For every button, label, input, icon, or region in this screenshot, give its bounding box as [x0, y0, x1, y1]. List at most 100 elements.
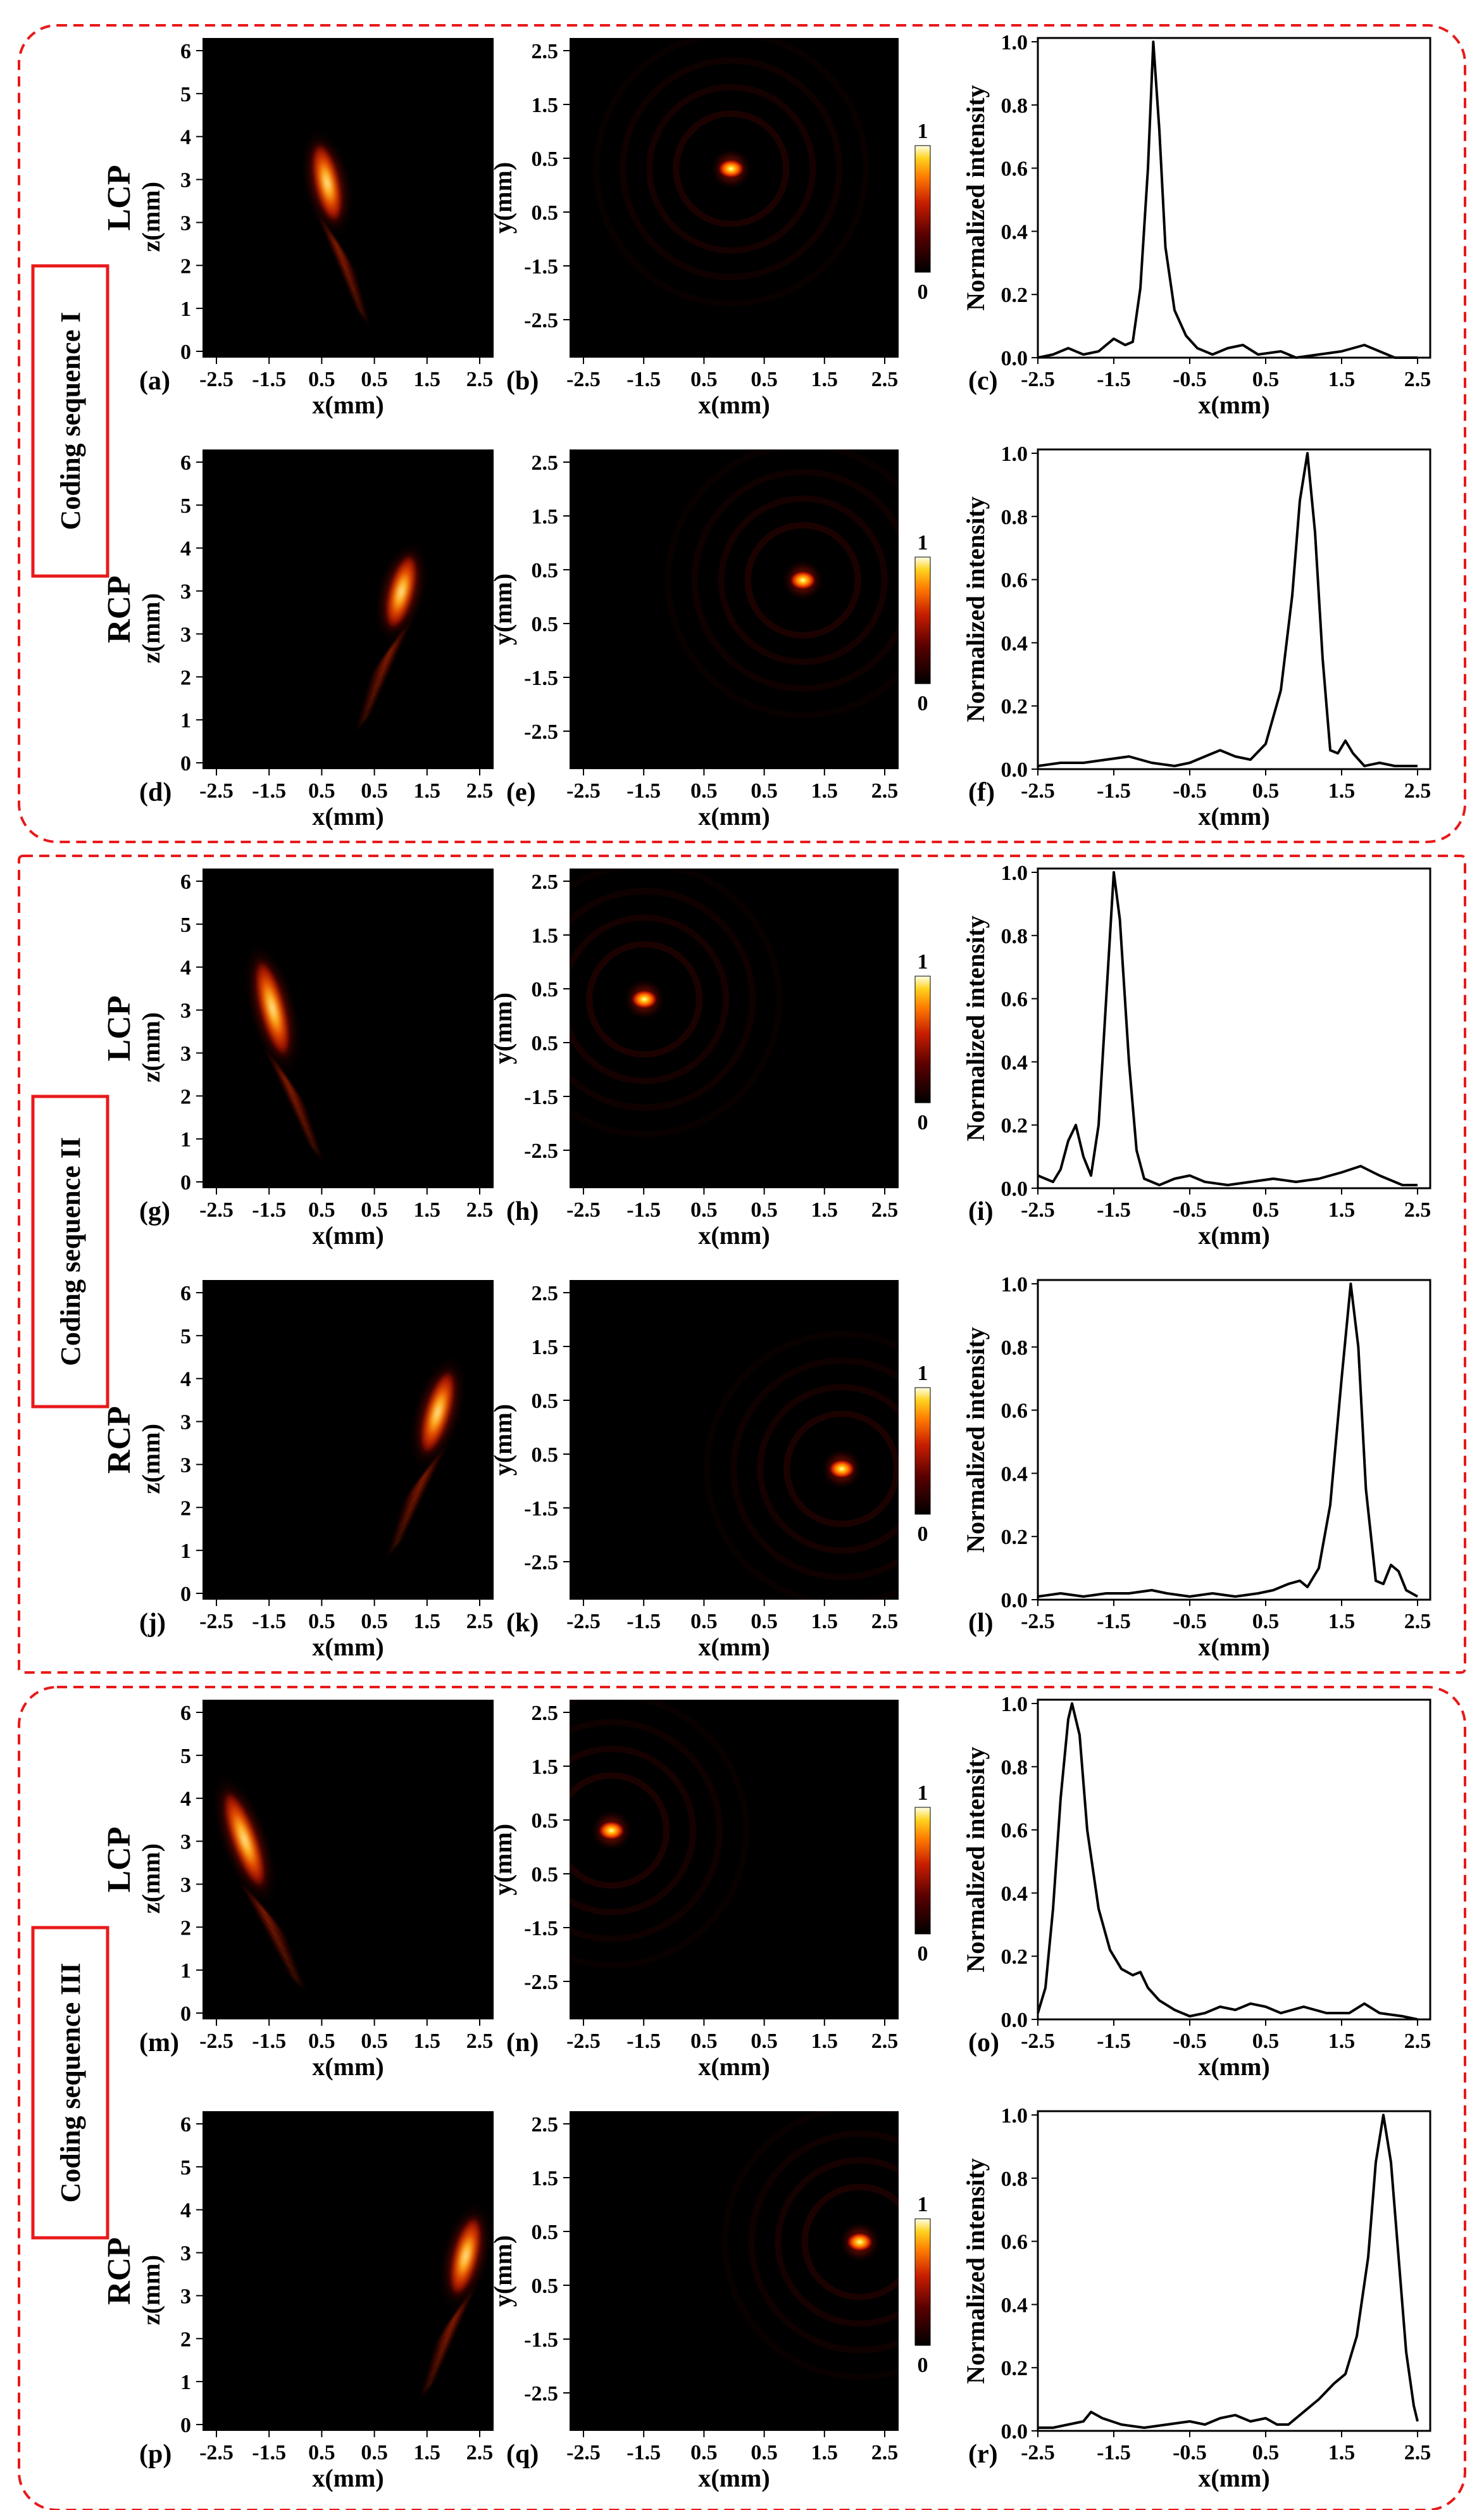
z-axis-label: z(mm) — [137, 2255, 165, 2325]
profile-line — [1037, 1283, 1418, 1598]
x-tick-label: 2.5 — [466, 2441, 494, 2464]
coding-sequence-label: Coding sequence II — [55, 1137, 86, 1366]
group-frame — [18, 24, 1466, 843]
z-tick-label: 4 — [180, 537, 191, 561]
z-tick-label: 0 — [180, 2414, 191, 2437]
z-tick-label: 6 — [180, 1702, 191, 1725]
y-tick-label: -2.5 — [524, 309, 558, 332]
x-tick-label: 0.5 — [308, 368, 335, 391]
y-tick-label: 2.5 — [532, 451, 559, 475]
x-tick-label: 2.5 — [871, 368, 899, 391]
x-tick-label: 0.5 — [361, 2030, 388, 2053]
z-tick-label: 5 — [180, 2156, 191, 2180]
colorbar — [914, 1807, 931, 1935]
panel-label: (e) — [506, 778, 536, 807]
panel-label: (k) — [506, 1609, 539, 1638]
x-tick-label: -1.5 — [627, 2441, 661, 2464]
z-tick-label: 3 — [180, 1873, 191, 1897]
xy-diffraction-ring — [570, 1745, 697, 1916]
z-tick-label: 3 — [180, 2242, 191, 2266]
xy-diffraction-ring — [570, 1719, 723, 1942]
x-tick-label: -1.5 — [627, 368, 661, 391]
y-tick-label: 1.5 — [532, 1755, 559, 1779]
x-tick-label: 0.5 — [690, 1610, 718, 1633]
profile-x-tick-label: -2.5 — [1021, 368, 1055, 391]
panel-label: (f) — [968, 778, 995, 807]
x-tick-label: -1.5 — [627, 1610, 661, 1633]
colorbar — [914, 145, 931, 273]
profile-y-tick-label: 1.0 — [1001, 1693, 1028, 1716]
panel-label: (j) — [139, 1609, 166, 1638]
z-tick-label: 3 — [180, 580, 191, 604]
xy-heatmap-frame — [570, 2111, 899, 2431]
profile-line — [1037, 1702, 1418, 2021]
coding-sequence-label: Coding sequence I — [55, 312, 86, 530]
xy-diffraction-ring — [570, 914, 730, 1084]
profile-x-tick-label: -2.5 — [1021, 2030, 1055, 2053]
x-tick-label: -2.5 — [199, 2441, 234, 2464]
profile-y-tick-label: 1.0 — [1001, 31, 1028, 54]
x-tick-label: 0.5 — [361, 2441, 388, 2464]
xy-diffraction-ring — [586, 941, 703, 1058]
x-tick-label: 0.5 — [690, 779, 718, 803]
z-tick-label: 5 — [180, 83, 191, 106]
z-tick-label: 3 — [180, 2285, 191, 2308]
xz-beam-group — [210, 1771, 309, 1994]
xy-diffraction-ring — [570, 888, 756, 1111]
y-tick-label: 0.5 — [532, 1443, 559, 1467]
z-tick-label: 2 — [180, 1497, 191, 1520]
x-tick-label: -1.5 — [252, 779, 286, 803]
x-tick-label: 2.5 — [871, 2441, 899, 2464]
x-tick-label: 1.5 — [811, 779, 839, 803]
profile-x-tick-label: 1.5 — [1328, 368, 1356, 391]
xy-diffraction-ring — [691, 468, 899, 692]
profile-x-tick-label: 0.5 — [1252, 1610, 1280, 1633]
y-tick-label: -1.5 — [524, 667, 558, 690]
x-tick-label: 0.5 — [751, 2441, 778, 2464]
xy-diffraction-ring — [730, 1357, 899, 1581]
profile-frame — [1037, 1698, 1431, 2021]
xz-fringe — [417, 2365, 443, 2402]
profile-x-tick-label: 2.5 — [1404, 2030, 1431, 2053]
profile-y-tick-label: 0.0 — [1001, 1589, 1028, 1612]
z-tick-label: 2 — [180, 1085, 191, 1108]
z-tick-label: 5 — [180, 1745, 191, 1768]
x-tick-label: 2.5 — [466, 1198, 494, 1222]
intensity-axis-label: Normalized intensity — [961, 1327, 990, 1553]
profile-x-tick-label: 1.5 — [1328, 1610, 1356, 1633]
z-tick-label: 3 — [180, 623, 191, 646]
y-tick-label: 0.5 — [532, 613, 559, 636]
y-tick-label: 0.5 — [532, 2221, 559, 2244]
z-tick-label: 5 — [180, 1325, 191, 1348]
xz-heatmap-frame — [203, 869, 494, 1188]
y-tick-label: 0.5 — [532, 147, 559, 171]
x-tick-label: 0.5 — [690, 2441, 718, 2464]
x-axis-label: x(mm) — [698, 391, 770, 419]
xz-beam-core — [310, 139, 344, 227]
x-tick-label: 1.5 — [414, 2030, 441, 2053]
profile-y-tick-label: 0.0 — [1001, 2009, 1028, 2032]
z-tick-label: 4 — [180, 1368, 191, 1391]
z-tick-label: 2 — [180, 254, 191, 278]
y-tick-label: -1.5 — [524, 1086, 558, 1109]
group-frame — [18, 1686, 1466, 2510]
z-tick-label: 1 — [180, 2371, 191, 2394]
xy-heatmap-frame — [570, 38, 899, 358]
x-tick-label: 2.5 — [871, 1198, 899, 1222]
profile-y-tick-label: 0.2 — [1001, 1526, 1028, 1549]
profile-y-tick-label: 0.8 — [1001, 925, 1028, 948]
profile-line — [1037, 41, 1418, 359]
z-tick-label: 2 — [180, 1916, 191, 1940]
profile-y-tick-label: 0.6 — [1001, 569, 1028, 593]
xz-beam-group — [417, 2200, 494, 2402]
xz-heatmap-frame — [203, 449, 494, 769]
x-tick-label: -1.5 — [252, 1198, 286, 1222]
y-tick-label: 0.5 — [532, 1863, 559, 1886]
xy-diffraction-ring — [748, 2130, 899, 2354]
x-tick-label: 1.5 — [811, 2441, 839, 2464]
xz-fringe — [348, 292, 373, 329]
x-tick-label: 2.5 — [871, 2030, 899, 2053]
xy-focus-spot — [630, 989, 659, 1010]
profile-x-tick-label: -1.5 — [1097, 368, 1131, 391]
x-axis-label: x(mm) — [312, 2464, 383, 2492]
